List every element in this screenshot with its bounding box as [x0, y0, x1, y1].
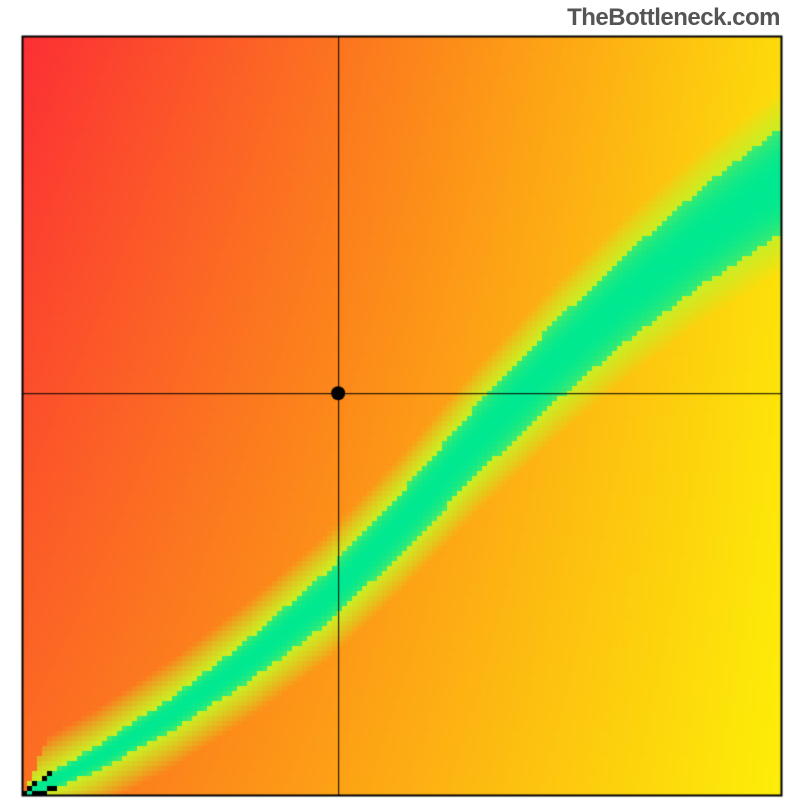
heatmap-canvas — [0, 0, 800, 800]
attribution-text: TheBottleneck.com — [567, 4, 780, 32]
chart-container: { "attribution": "TheBottleneck.com", "c… — [0, 0, 800, 800]
